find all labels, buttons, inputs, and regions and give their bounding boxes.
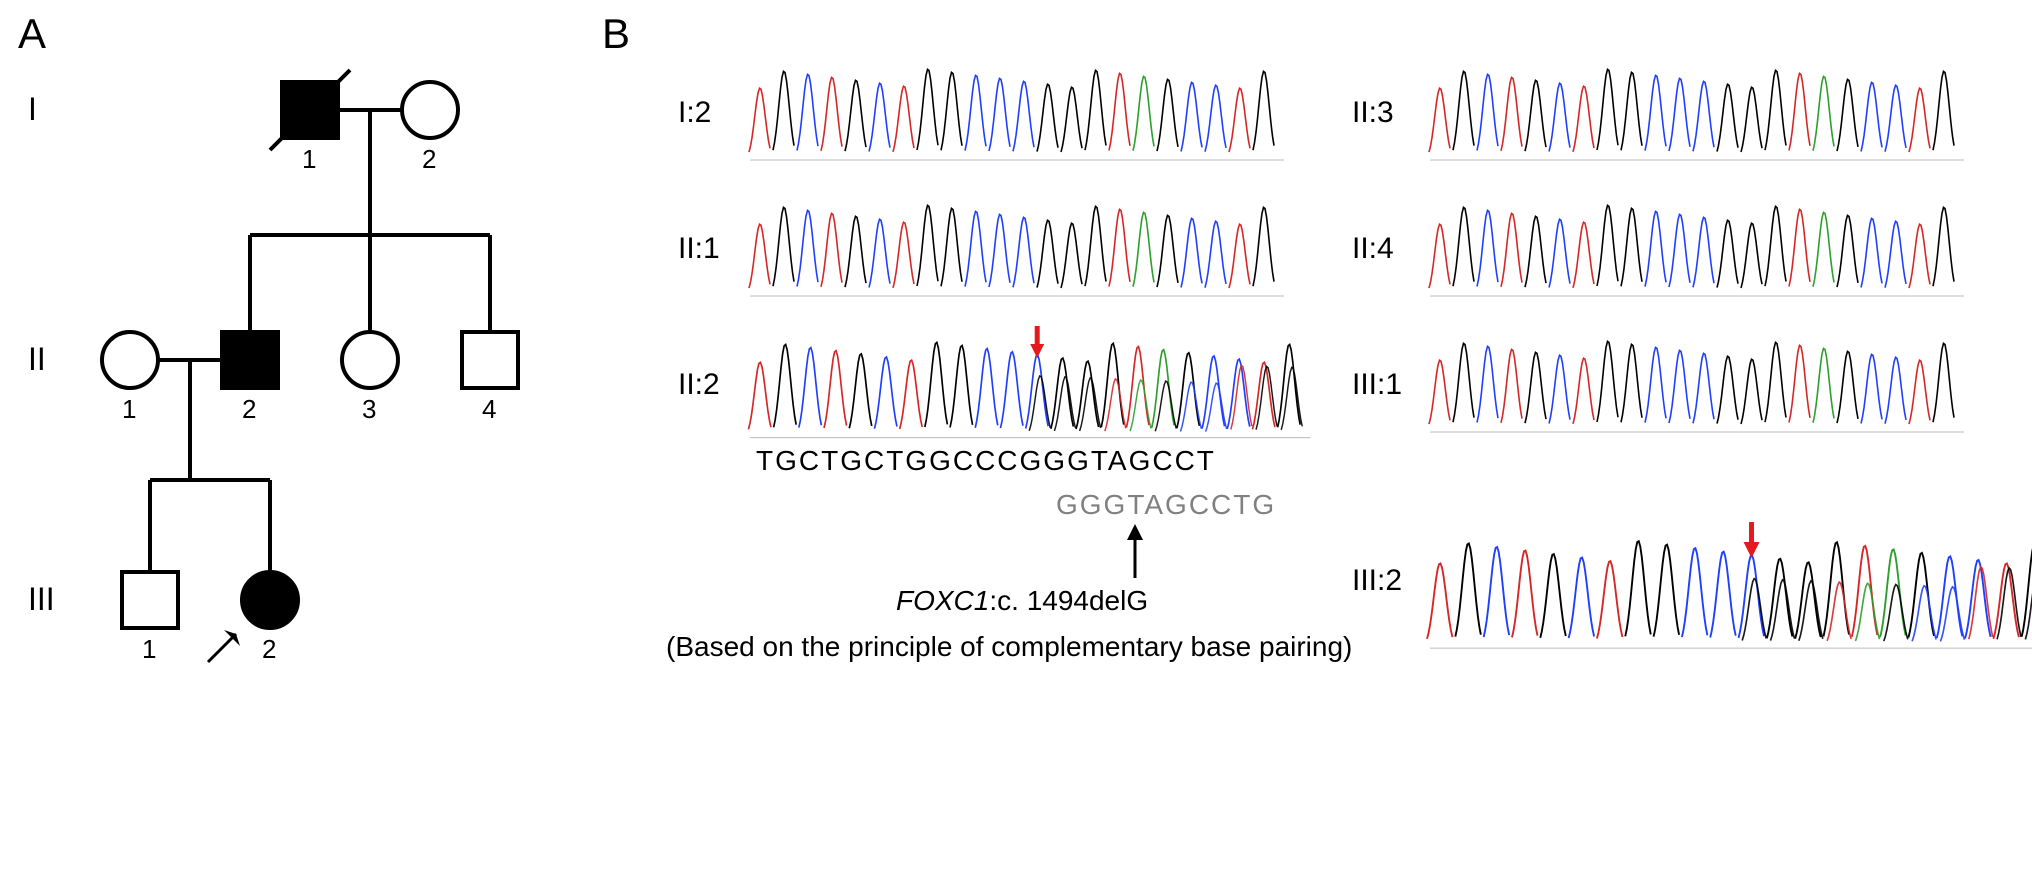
generation-label: II <box>28 341 46 377</box>
figure: A IIIIII12123412 B I:2II:1II:2TGCTGCTGGC… <box>0 0 2032 886</box>
chromatogram-label: II:2 <box>678 368 720 401</box>
node-number: 2 <box>422 144 436 174</box>
sequence-arrowhead-icon <box>1127 524 1143 540</box>
node-number: 4 <box>482 394 496 424</box>
node-number: 2 <box>242 394 256 424</box>
pedigree-node <box>342 332 398 388</box>
pedigree-diagram: IIIIII12123412 <box>50 40 610 765</box>
panel-a: A IIIIII12123412 <box>0 0 620 886</box>
panel-a-label: A <box>18 10 46 58</box>
node-number: 1 <box>302 144 316 174</box>
panel-b: B I:2II:1II:2TGCTGCTGGCCCGGGTAGCCTGGGTAG… <box>620 0 2032 886</box>
chromatogram-label: I:2 <box>678 96 711 129</box>
pedigree-node <box>402 82 458 138</box>
mutation-label: FOXC1:c. 1494delG <box>896 585 1148 616</box>
pedigree-node <box>222 332 278 388</box>
panel-b-label: B <box>602 10 630 58</box>
node-number: 1 <box>142 634 156 664</box>
pedigree-node <box>242 572 298 628</box>
chromatogram-label: II:3 <box>1352 96 1394 129</box>
sequence-main: TGCTGCTGGCCCGGGTAGCCT <box>756 445 1216 476</box>
mutation-arrowhead-icon <box>1030 344 1044 358</box>
pedigree-node <box>462 332 518 388</box>
proband-arrow <box>208 634 236 662</box>
chromatogram-label: III:2 <box>1352 564 1402 597</box>
pedigree-node <box>122 572 178 628</box>
generation-label: I <box>28 91 37 127</box>
chromatogram-label: II:1 <box>678 232 720 265</box>
basepair-note: (Based on the principle of complementary… <box>666 631 1352 662</box>
pedigree-node <box>102 332 158 388</box>
generation-label: III <box>28 581 55 617</box>
chromatogram-label: II:4 <box>1352 232 1394 265</box>
mutation-arrowhead-icon <box>1744 542 1760 558</box>
node-number: 3 <box>362 394 376 424</box>
sequence-shifted: GGGTAGCCTG <box>1056 489 1276 520</box>
node-number: 1 <box>122 394 136 424</box>
chromatogram-label: III:1 <box>1352 368 1402 401</box>
node-number: 2 <box>262 634 276 664</box>
